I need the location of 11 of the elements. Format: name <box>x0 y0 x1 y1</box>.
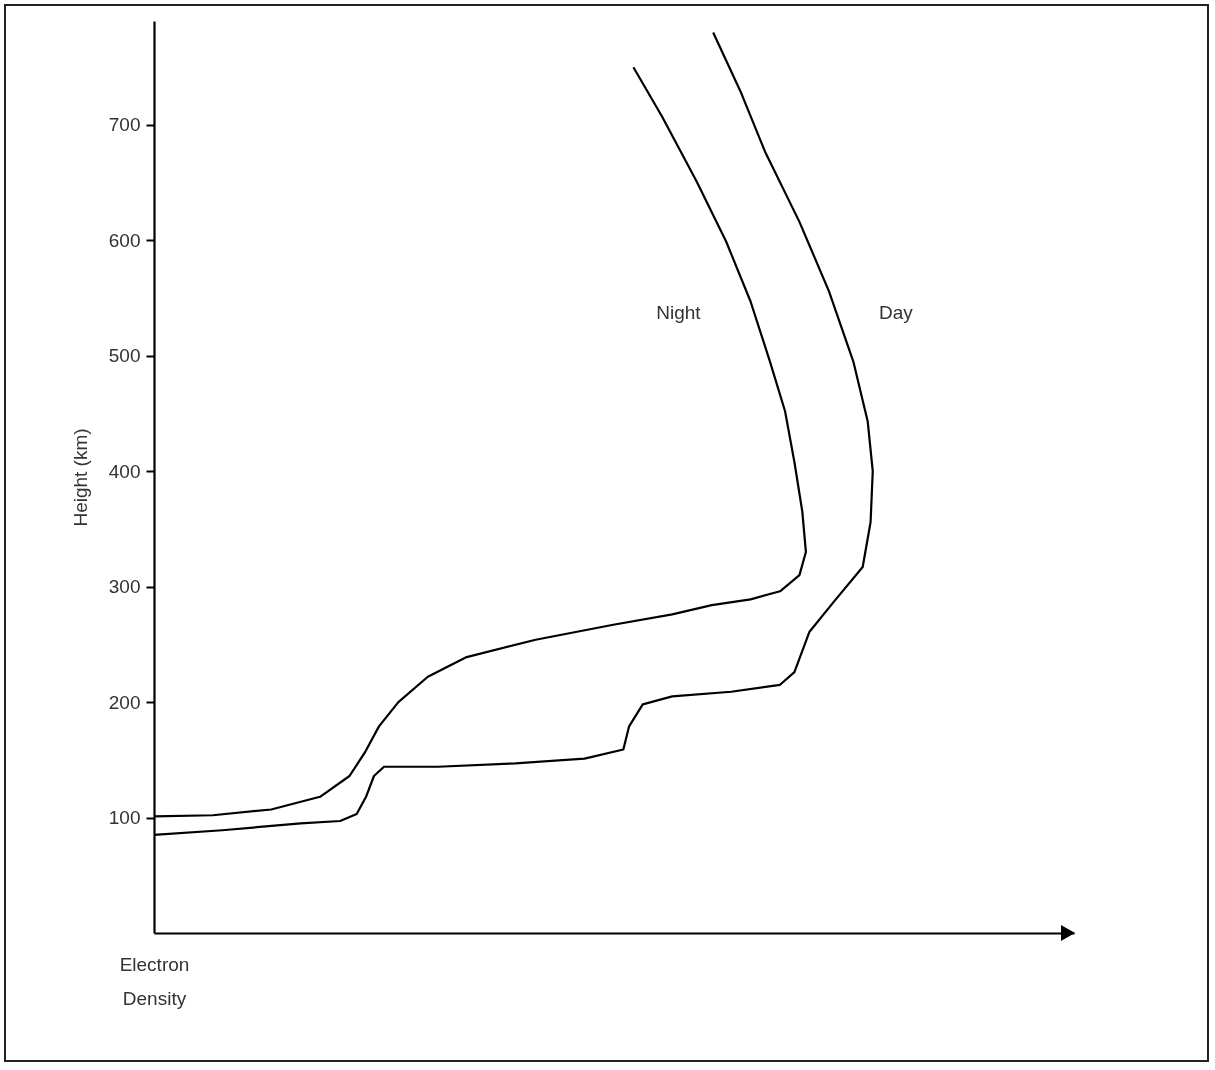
y-tick-label: 100 <box>108 807 141 829</box>
y-tick-label: 700 <box>108 114 141 136</box>
y-tick-label: 400 <box>108 460 141 482</box>
series-label: Day <box>878 301 914 323</box>
y-axis-title: Height (km) <box>69 428 91 527</box>
y-tick-label: 300 <box>108 576 141 598</box>
y-tick-label: 600 <box>108 229 141 251</box>
x-axis-title: Electron Density <box>119 953 190 1009</box>
y-tick-label: 500 <box>108 345 141 367</box>
y-tick-label: 200 <box>108 691 141 713</box>
text: Night <box>656 301 702 323</box>
